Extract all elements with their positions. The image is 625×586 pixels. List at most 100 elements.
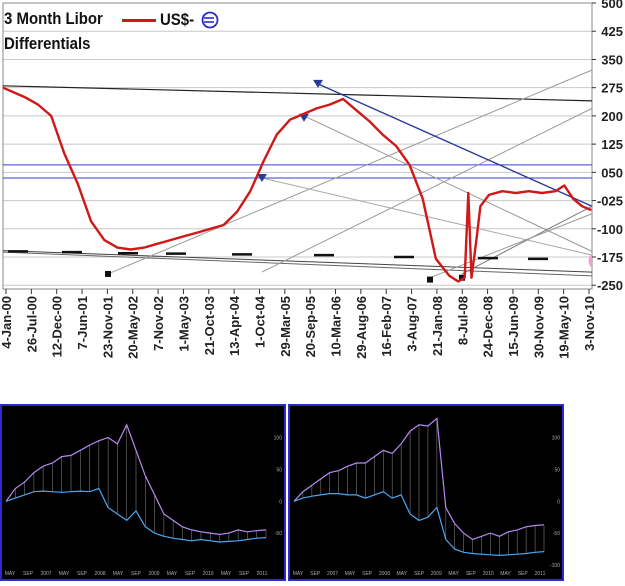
pivot-marker <box>427 276 433 283</box>
series-point <box>37 104 39 106</box>
mini-x-tick-label: 2011 <box>257 571 268 577</box>
x-tick-label: 10-Mar-06 <box>329 296 344 357</box>
y-tick-label: -025 <box>597 194 623 209</box>
legend: US$- <box>122 8 219 32</box>
series-point <box>209 228 211 230</box>
x-tick-label: 8-Jul-08 <box>455 296 470 345</box>
series-point <box>77 183 79 185</box>
series-point <box>422 198 424 200</box>
series-point <box>116 247 118 249</box>
y-tick-label: 350 <box>601 52 623 67</box>
series-point <box>479 205 482 207</box>
mini-x-tick-label: SEP <box>131 571 142 577</box>
triangle-marker <box>257 173 267 182</box>
mini-x-tick-label: SEP <box>414 571 425 577</box>
mini-x-tick-label: 2007 <box>40 571 51 577</box>
x-tick-label: 30-Nov-09 <box>531 296 546 358</box>
mini-x-tick-label: MAY <box>345 571 356 577</box>
trendline-top <box>2 85 593 102</box>
mini-x-tick-label: SEP <box>466 571 477 577</box>
series-point <box>24 96 26 98</box>
series-point <box>470 277 473 279</box>
series-point <box>475 243 477 245</box>
series-point <box>382 134 384 136</box>
mini-series-lower <box>293 491 545 557</box>
y-tick-label: 500 <box>601 0 623 11</box>
mini-chart-left: 100 50 0 -50 MAY SEP 2007 MAY SEP 2008 MAY SEP 2009 M… <box>0 404 286 581</box>
mini-x-tick-label: 2011 <box>535 571 546 577</box>
mini-x-tick-label: SEP <box>518 571 529 577</box>
series-point <box>249 190 251 192</box>
mini-x-tick-label: 2010 <box>202 571 213 577</box>
series-point <box>302 113 304 115</box>
series-point <box>563 184 565 187</box>
mini-x-tick-label: MAY <box>293 571 304 577</box>
trendline-blue <box>317 83 593 207</box>
series-point <box>467 192 469 194</box>
trendline-rising-3 <box>461 205 593 275</box>
series-point <box>590 209 592 211</box>
mini-x-tick-label: 2009 <box>148 571 159 577</box>
pivot-marker <box>105 270 111 277</box>
series-point <box>262 160 265 162</box>
mini-y-tick-label: -50 <box>275 531 282 537</box>
series-point <box>541 192 543 194</box>
mini-y-tick-label: 0 <box>279 499 282 505</box>
main-chart-plot: 500 425 350 275 200 125 050 -025 -100 -175 -250 4-J… <box>0 0 623 359</box>
x-tick-label: 4-Jan-00 <box>0 296 14 349</box>
triangle-marker <box>313 79 323 88</box>
y-tick-label: 050 <box>601 165 623 180</box>
series-point <box>448 275 450 277</box>
mini-x-tick-label: MAY <box>59 571 70 577</box>
series-point <box>435 258 437 260</box>
mini-y-tick-label: -50 <box>553 531 560 537</box>
series-point <box>196 231 198 234</box>
x-tick-label: 12-Dec-00 <box>50 296 65 357</box>
trendline-bottom-1 <box>2 250 593 273</box>
mini-x-tick-label: MAY <box>448 571 459 577</box>
x-tick-label: 23-Nov-01 <box>100 296 115 358</box>
series-point <box>464 277 466 279</box>
mini-x-tick-label: MAY <box>500 571 511 577</box>
x-tick-label: 24-Dec-08 <box>481 296 496 357</box>
y-tick-label: 425 <box>601 24 623 39</box>
mini-x-tick-label: 2007 <box>327 571 338 577</box>
mini-x-tick-label: SEP <box>77 571 88 577</box>
x-tick-label: 1-Oct-04 <box>252 295 267 348</box>
mini-chart-left-plot: 100 50 0 -50 MAY SEP 2007 MAY SEP 2008 MAY SEP 2009 M… <box>0 404 286 581</box>
trendline-rising <box>107 69 593 275</box>
series-point <box>528 190 530 192</box>
mini-x-tick-label: SEP <box>362 571 373 577</box>
series-point <box>395 145 397 147</box>
mini-x-tick-label: SEP <box>23 571 34 577</box>
mini-series-lower <box>5 487 267 543</box>
x-tick-label: 29-Aug-06 <box>354 296 369 359</box>
series-point <box>581 205 583 207</box>
series-point <box>90 220 92 222</box>
series-point <box>2 87 4 89</box>
series-point <box>316 107 318 109</box>
mini-chart-right-plot: 100 50 0 -50 -100 MAY SEP 2007 MAY SEP 2008 MAY SEP 2… <box>288 404 564 581</box>
mini-series-upper <box>293 417 545 541</box>
series-point <box>488 194 490 196</box>
mini-y-tick-label: 0 <box>557 499 560 505</box>
series-point <box>554 190 556 192</box>
series-point <box>289 119 291 121</box>
x-tick-label: 19-May-10 <box>557 296 572 359</box>
trendline-rising-2 <box>261 107 593 273</box>
series-point <box>156 243 158 245</box>
title-line-1: 3 Month Libor <box>4 9 103 28</box>
trendline-bottom-2 <box>2 251 593 277</box>
series-point <box>143 247 145 249</box>
pivot-marker <box>459 274 465 281</box>
series-point <box>515 192 517 194</box>
mini-series-upper <box>5 423 267 536</box>
series-point <box>50 115 52 117</box>
mini-y-tick-label: 50 <box>554 467 560 473</box>
mini-x-tick-label: SEP <box>310 571 321 577</box>
series-point <box>501 190 503 192</box>
x-tick-label: 7-Jun-01 <box>75 296 90 349</box>
mini-x-tick-label: 2008 <box>94 571 105 577</box>
y-tick-label: 125 <box>601 137 623 152</box>
y-tick-label: 275 <box>601 81 623 96</box>
